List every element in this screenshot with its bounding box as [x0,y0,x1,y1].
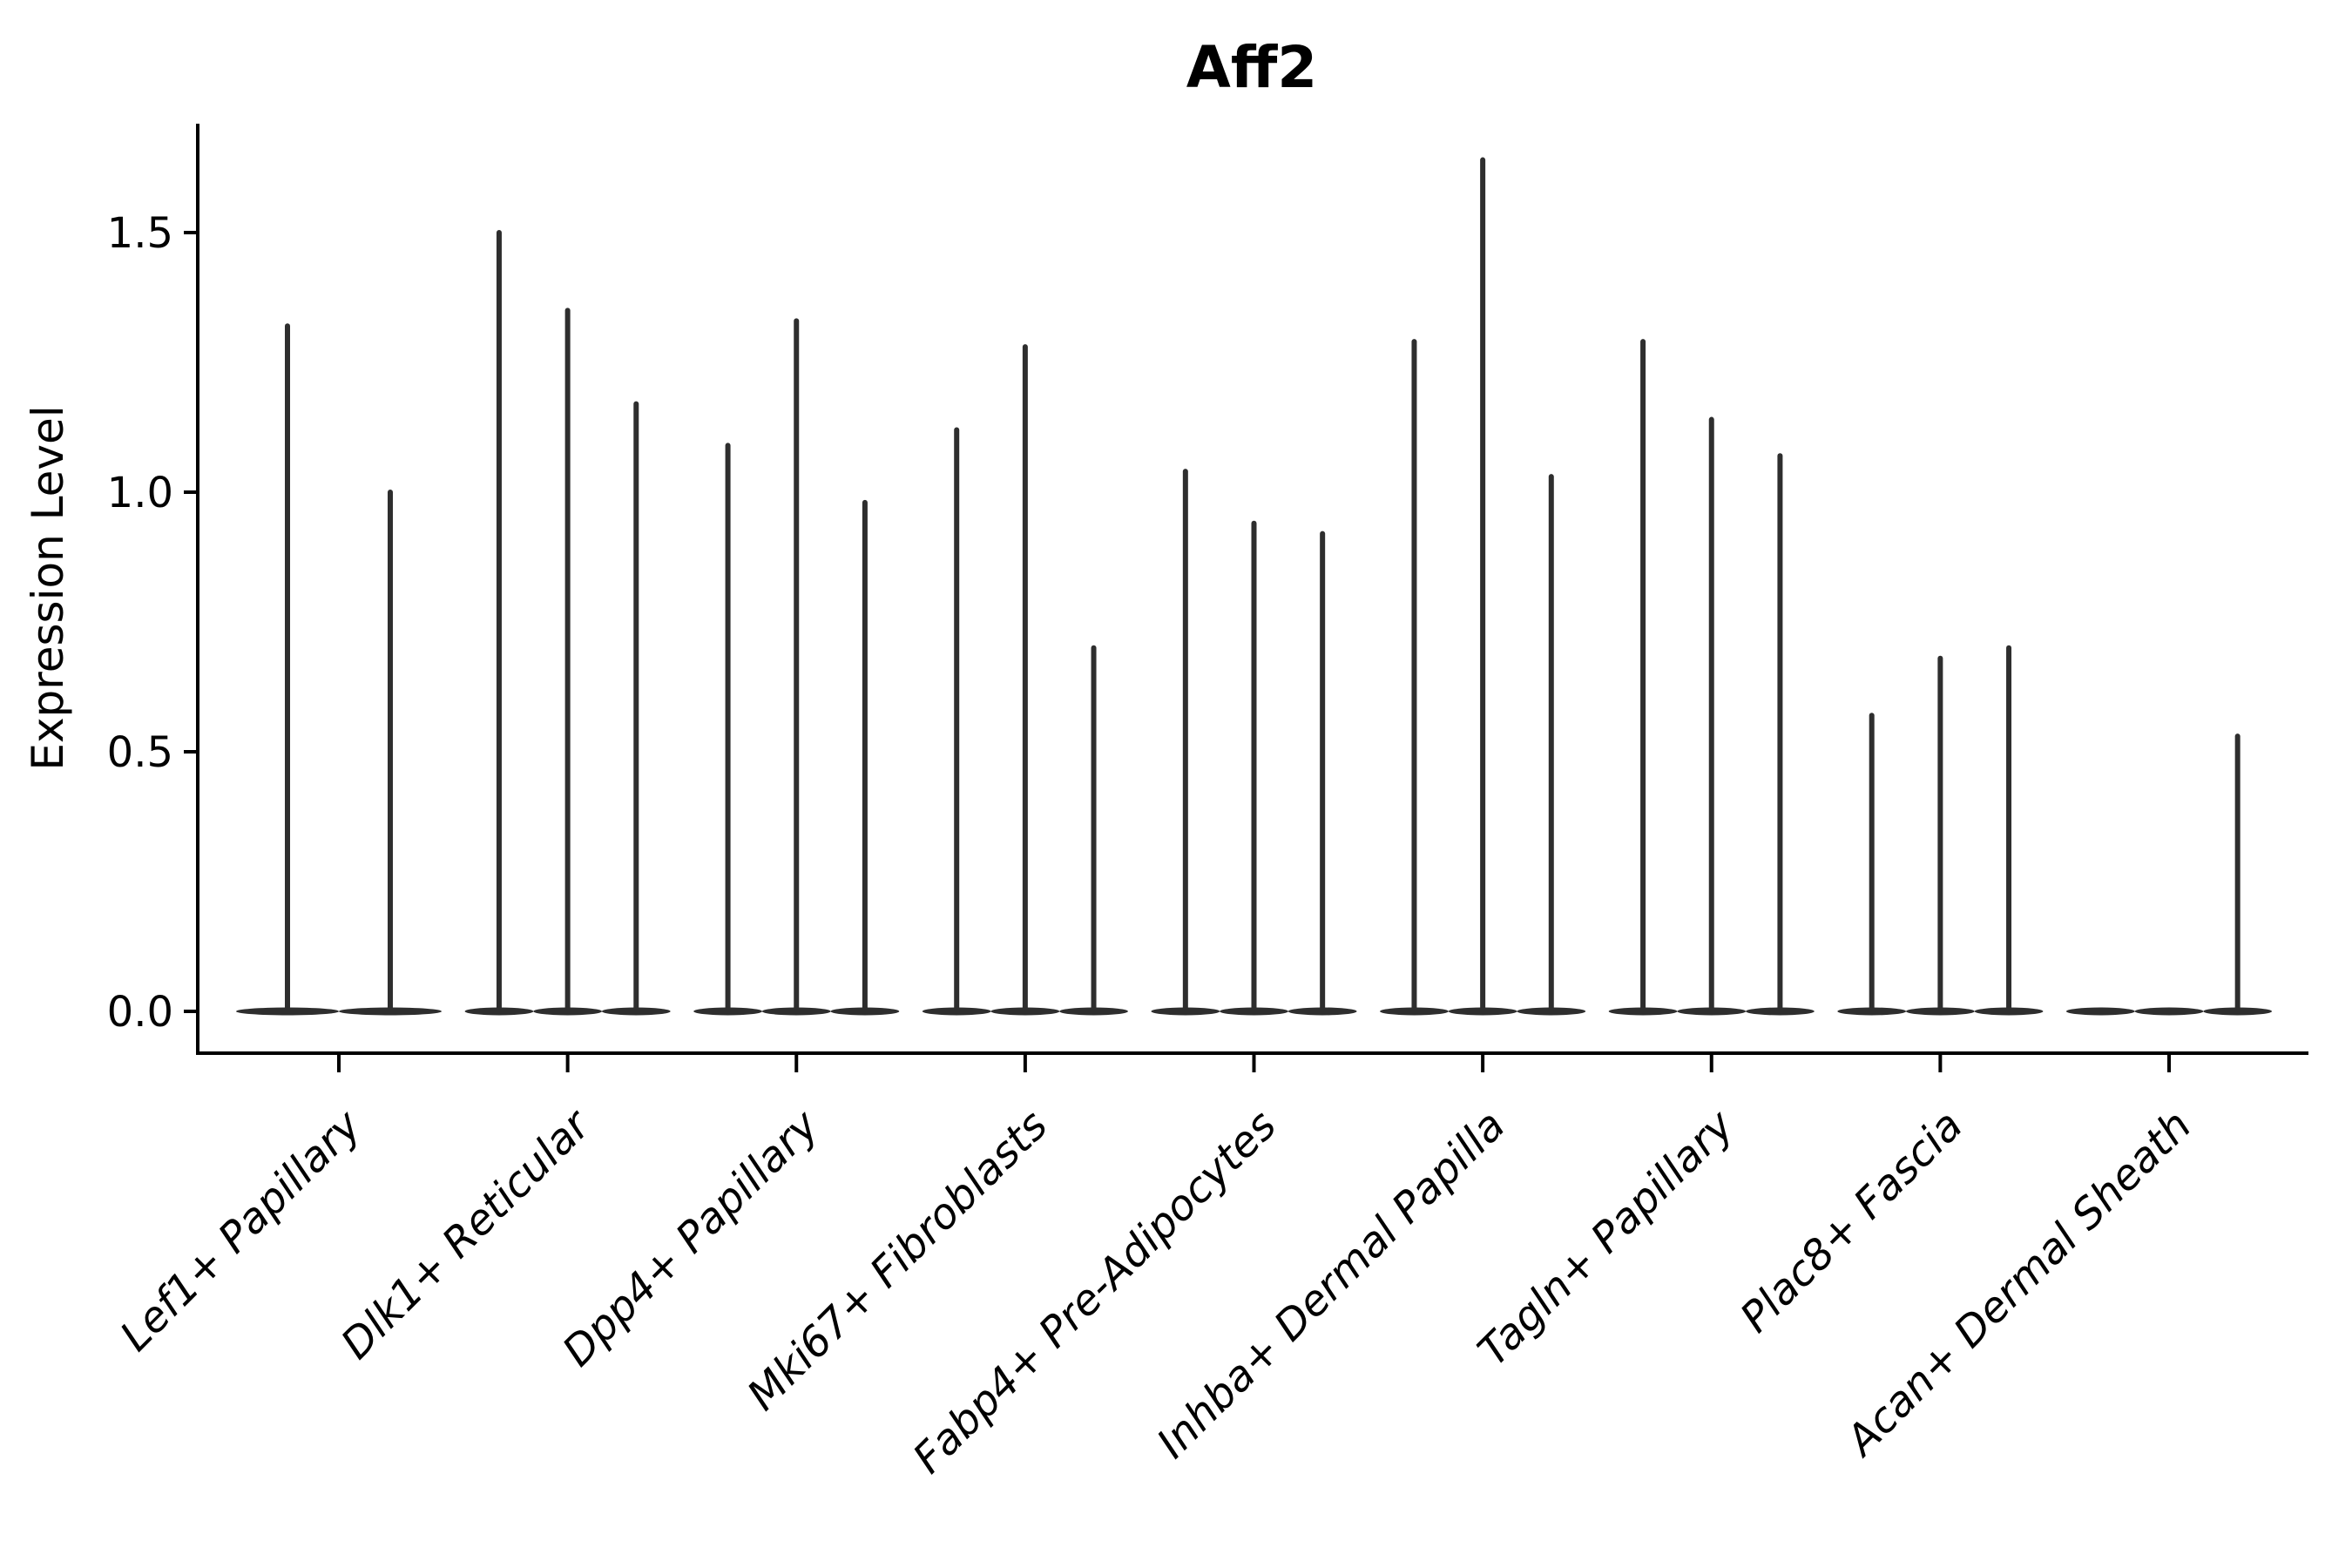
x-tick-label: Plac8+ Fascia [1731,1101,1972,1342]
y-axis-label: Expression Level [23,405,73,770]
chart-title: Aff2 [1186,34,1317,101]
x-tick-label: Tagln+ Papillary [1469,1100,1744,1375]
y-tick-label: 1.0 [107,469,173,517]
y-tick-label: 1.5 [107,209,173,258]
violin-zero-density [2066,1007,2135,1016]
y-tick-label: 0.5 [107,728,173,777]
violin-zero-density [2134,1007,2204,1016]
x-tick-label: Dpp4+ Papillary [553,1100,828,1375]
y-tick-label: 0.0 [107,988,173,1037]
x-tick-label: Dlk1+ Reticular [332,1099,602,1369]
x-tick-label: Fabp4+ Pre-Adipocytes [903,1101,1286,1484]
x-tick-label: Lef1+ Papillary [111,1100,371,1361]
violin-layer [236,157,2273,1016]
